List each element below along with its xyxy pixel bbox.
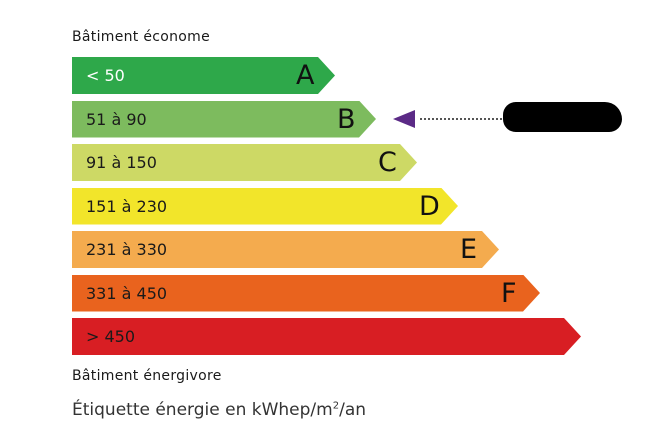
- redacted-value: [503, 102, 622, 132]
- class-letter: F: [501, 277, 517, 309]
- class-letter: B: [337, 103, 356, 135]
- class-range: < 50: [86, 66, 125, 85]
- class-range: 51 à 90: [86, 109, 147, 129]
- class-letter: A: [296, 60, 315, 91]
- unit-suffix: /an: [339, 400, 367, 420]
- class-letter: D: [419, 190, 440, 222]
- unit-sup: 2: [332, 400, 340, 412]
- class-range: 91 à 150: [86, 153, 157, 172]
- energy-class-c: 91 à 150 C: [72, 144, 417, 181]
- class-range: 231 à 330: [86, 240, 168, 259]
- unit-label: Étiquette énergie en kWhep/m2/an: [72, 400, 366, 420]
- energy-class-d: 151 à 230 D: [72, 187, 458, 225]
- energy-class-a: < 50 A: [72, 57, 335, 94]
- top-caption: Bâtiment économe: [72, 29, 210, 45]
- indicator-arrow-icon: [393, 110, 415, 128]
- bottom-caption: Bâtiment énergivore: [72, 368, 222, 384]
- indicator-dotted-line: [420, 118, 502, 120]
- class-range: 331 à 450: [86, 283, 168, 303]
- energy-class-e: 231 à 330 E: [72, 231, 499, 268]
- energy-class-f: 331 à 450 F: [72, 274, 540, 312]
- class-range: 151 à 230: [86, 196, 168, 216]
- class-letter: C: [378, 147, 397, 178]
- class-letter: E: [460, 234, 478, 265]
- class-range: > 450: [86, 327, 136, 346]
- unit-prefix: Étiquette énergie en kWhep/m: [72, 400, 333, 420]
- energy-class-b: 51 à 90 B: [72, 100, 376, 138]
- energy-class-g: > 450: [72, 318, 581, 355]
